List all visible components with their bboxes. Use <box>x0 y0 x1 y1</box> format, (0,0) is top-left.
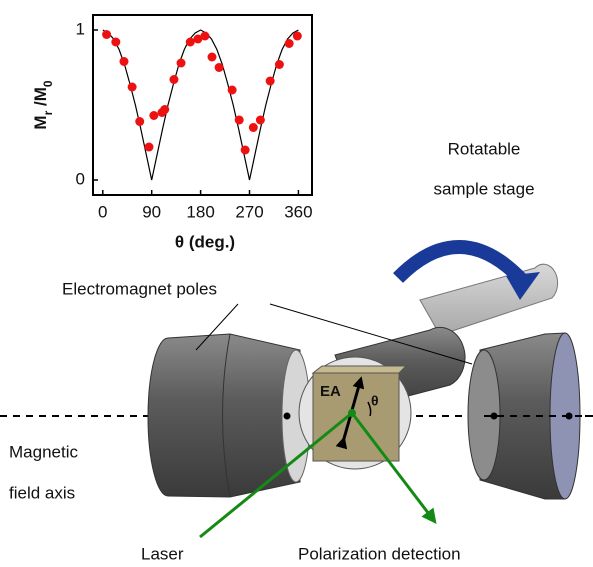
axis-label: Magnetic <box>9 442 78 461</box>
sample-top <box>313 366 406 373</box>
rotation-arrow <box>398 247 522 280</box>
data-point <box>160 105 169 114</box>
data-point <box>135 117 144 126</box>
axis-dot <box>284 413 291 420</box>
x-axis-label: θ (deg.) <box>175 232 235 251</box>
spot <box>348 409 356 417</box>
x-tick-label: 0 <box>98 202 107 221</box>
data-point <box>102 30 111 39</box>
fit-curve <box>103 30 299 180</box>
y-tick-label: 1 <box>76 19 85 38</box>
data-point <box>177 59 186 68</box>
stage-label: sample stage <box>433 179 534 198</box>
easy-axis-label: EA <box>320 383 341 400</box>
axis-label: field axis <box>9 483 75 502</box>
data-point <box>256 116 265 125</box>
data-point <box>144 143 153 152</box>
angle-label: θ <box>371 393 379 409</box>
y-tick-label: 0 <box>76 169 85 188</box>
data-point <box>215 63 224 72</box>
data-point <box>149 111 158 120</box>
y-axis-label: Mr /M0 <box>31 80 55 129</box>
data-point <box>208 53 217 62</box>
data-point <box>169 75 178 84</box>
laser-label: Laser <box>141 544 184 563</box>
data-point <box>249 123 258 132</box>
figure: Rotatable sample stage Electromagnet pol… <box>0 0 593 567</box>
poles-label: Electromagnet poles <box>62 279 217 298</box>
data-point <box>235 116 244 125</box>
x-tick-label: 180 <box>186 202 214 221</box>
data-point <box>228 86 237 95</box>
y-label-part: /M <box>31 87 50 111</box>
data-point <box>111 38 120 47</box>
y-label-part: M <box>31 115 50 129</box>
x-tick-label: 360 <box>284 202 312 221</box>
x-tick-label: 270 <box>235 202 263 221</box>
data-point <box>293 32 302 41</box>
data-point <box>241 146 250 155</box>
axis-dot <box>566 413 573 420</box>
data-point <box>128 83 137 92</box>
data-point <box>200 32 209 41</box>
data-point <box>285 39 294 48</box>
x-tick-label: 90 <box>142 202 161 221</box>
axis-dot <box>491 413 498 420</box>
stage-label: Rotatable <box>448 139 521 158</box>
detection-label: Polarization detection <box>298 544 461 563</box>
data-point <box>119 57 128 66</box>
plot-frame <box>93 15 312 195</box>
y-label-sub: 0 <box>41 80 55 87</box>
data-point <box>275 60 284 69</box>
data-point <box>266 77 275 86</box>
